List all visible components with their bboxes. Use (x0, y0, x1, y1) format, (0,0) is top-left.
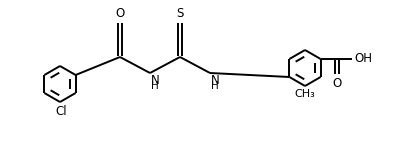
Text: S: S (176, 7, 184, 20)
Text: H: H (151, 81, 159, 91)
Text: N: N (151, 74, 160, 87)
Text: Cl: Cl (55, 105, 67, 118)
Text: CH₃: CH₃ (295, 89, 316, 99)
Text: O: O (332, 77, 341, 90)
Text: OH: OH (354, 52, 372, 66)
Text: O: O (116, 7, 124, 20)
Text: H: H (211, 81, 219, 91)
Text: N: N (211, 74, 220, 87)
